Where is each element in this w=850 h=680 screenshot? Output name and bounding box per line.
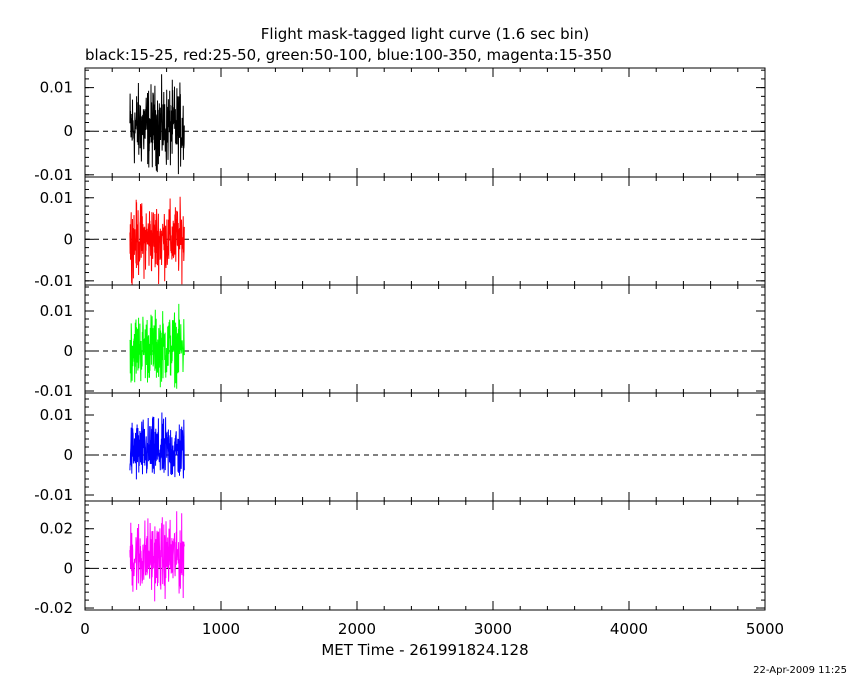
y-tick-label: 0.01 [40, 79, 73, 97]
y-tick-label: 0 [63, 342, 73, 360]
y-tick-label: -0.02 [34, 599, 73, 617]
x-tick-label: 2000 [338, 620, 376, 638]
panel-100-350: -0.01 0 0.01 [34, 392, 766, 504]
panel-50-100: -0.01 0 0.01 [34, 284, 766, 400]
y-tick-label: -0.01 [34, 166, 73, 184]
chart-title: Flight mask-tagged light curve (1.6 sec … [261, 25, 589, 43]
y-tick-label: 0.02 [40, 520, 73, 538]
panel-15-350: -0.02 0 0.02 [34, 500, 766, 617]
y-tick-label: 0.01 [40, 406, 73, 424]
y-tick-label: -0.01 [34, 272, 73, 290]
x-axis-label: MET Time - 261991824.128 [321, 641, 528, 659]
y-tick-label: 0 [63, 122, 73, 140]
panel-frame [84, 176, 766, 286]
chart-subtitle: black:15-25, red:25-50, green:50-100, bl… [85, 46, 612, 64]
x-axis: 0 1000 2000 3000 4000 5000 [80, 620, 784, 638]
series-line-50-100 [129, 303, 185, 389]
y-tick-label: 0 [63, 559, 73, 577]
series-line-15-350 [129, 511, 185, 602]
panels-group: -0.01 0 0.01 -0.01 0 0.01 -0.01 0 0.01 -0.01 0 0.01… [34, 67, 766, 617]
panel-frame [84, 284, 766, 394]
panel-frame [84, 392, 766, 502]
panel-25-50: -0.01 0 0.01 [34, 176, 766, 290]
y-tick-label: 0.01 [40, 302, 73, 320]
panel-frame [84, 67, 766, 178]
panel-frame [84, 500, 766, 611]
y-tick-label: 0 [63, 446, 73, 464]
x-tick-label: 3000 [474, 620, 512, 638]
panel-15-25: -0.01 0 0.01 [34, 67, 766, 184]
x-tick-label: 0 [80, 620, 90, 638]
y-tick-label: -0.01 [34, 382, 73, 400]
y-tick-label: 0.01 [40, 189, 73, 207]
timestamp: 22-Apr-2009 11:25 [753, 665, 847, 676]
series-line-100-350 [129, 412, 185, 480]
x-tick-label: 4000 [610, 620, 648, 638]
y-tick-label: -0.01 [34, 486, 73, 504]
x-tick-label: 5000 [746, 620, 784, 638]
series-line-15-25 [129, 74, 185, 175]
x-tick-label: 1000 [202, 620, 240, 638]
y-tick-label: 0 [63, 230, 73, 248]
series-line-25-50 [129, 196, 185, 285]
